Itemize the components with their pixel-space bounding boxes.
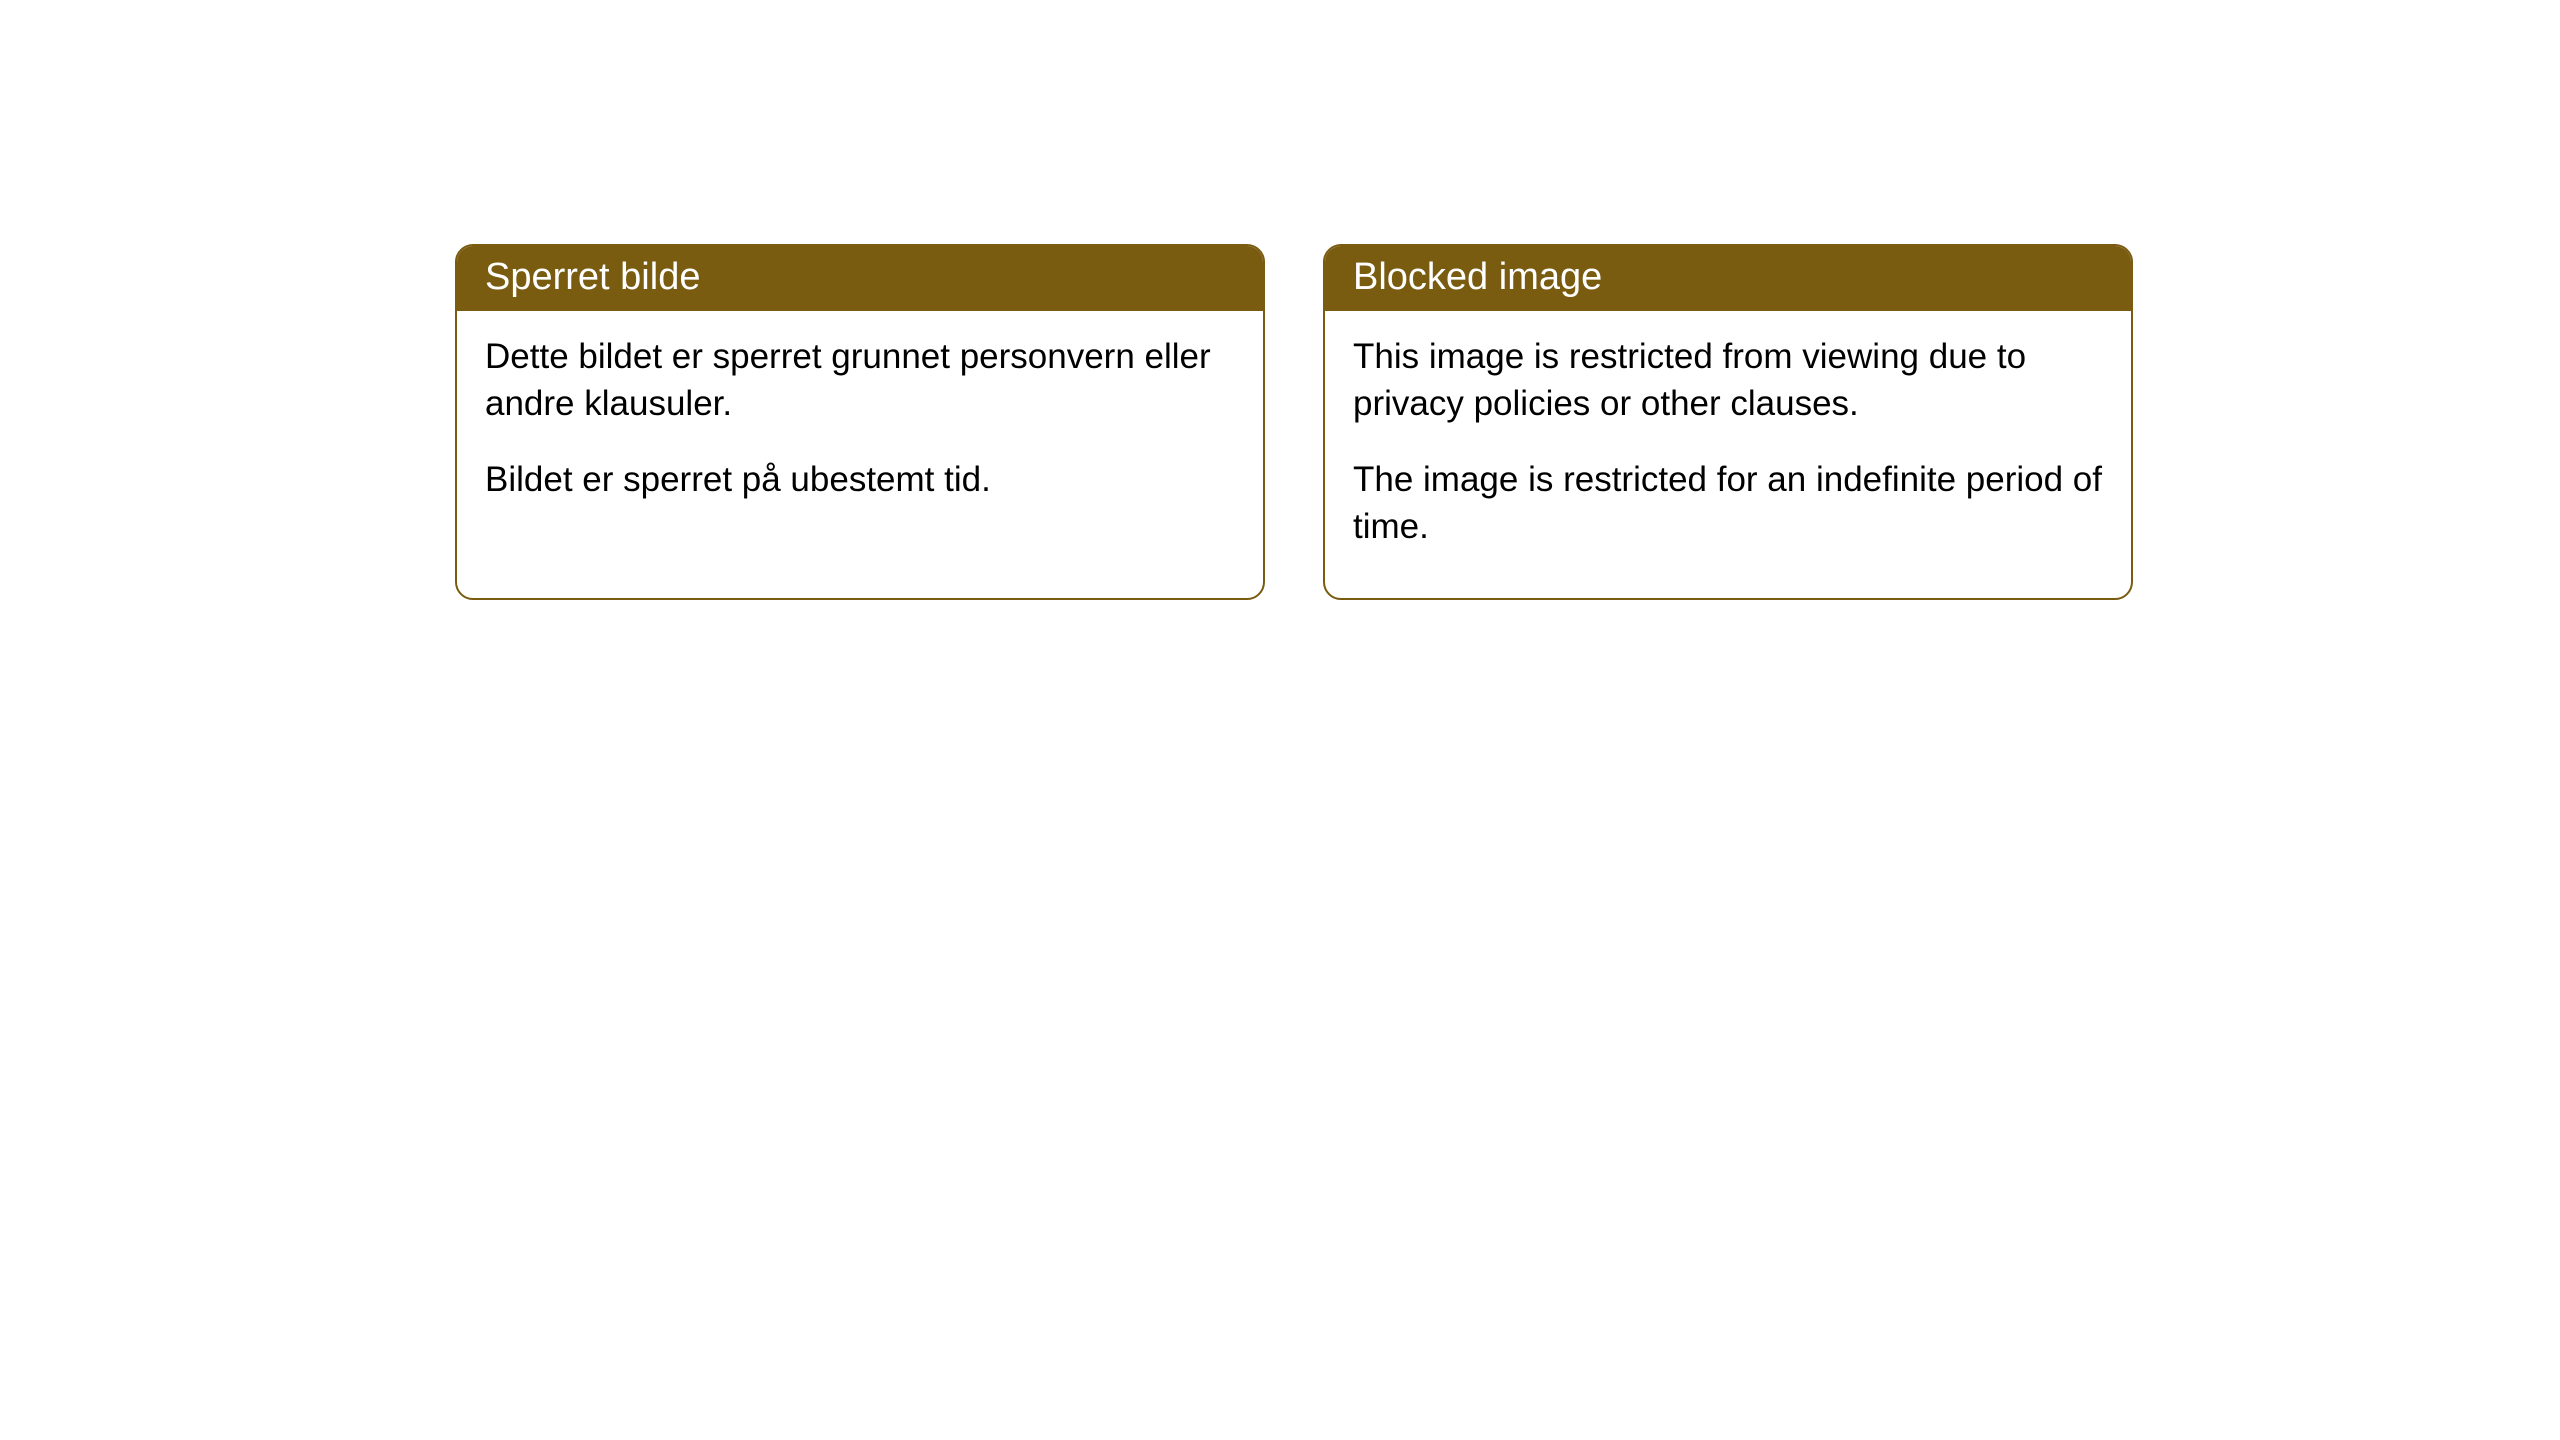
blocked-image-card-no: Sperret bilde Dette bildet er sperret gr… bbox=[455, 244, 1265, 600]
card-paragraph-2-en: The image is restricted for an indefinit… bbox=[1353, 456, 2103, 551]
card-header-no: Sperret bilde bbox=[457, 246, 1263, 311]
notice-cards-container: Sperret bilde Dette bildet er sperret gr… bbox=[0, 0, 2560, 600]
card-paragraph-2-no: Bildet er sperret på ubestemt tid. bbox=[485, 456, 1235, 503]
card-header-en: Blocked image bbox=[1325, 246, 2131, 311]
card-paragraph-1-no: Dette bildet er sperret grunnet personve… bbox=[485, 333, 1235, 428]
blocked-image-card-en: Blocked image This image is restricted f… bbox=[1323, 244, 2133, 600]
card-body-no: Dette bildet er sperret grunnet personve… bbox=[457, 311, 1263, 551]
card-paragraph-1-en: This image is restricted from viewing du… bbox=[1353, 333, 2103, 428]
card-body-en: This image is restricted from viewing du… bbox=[1325, 311, 2131, 598]
